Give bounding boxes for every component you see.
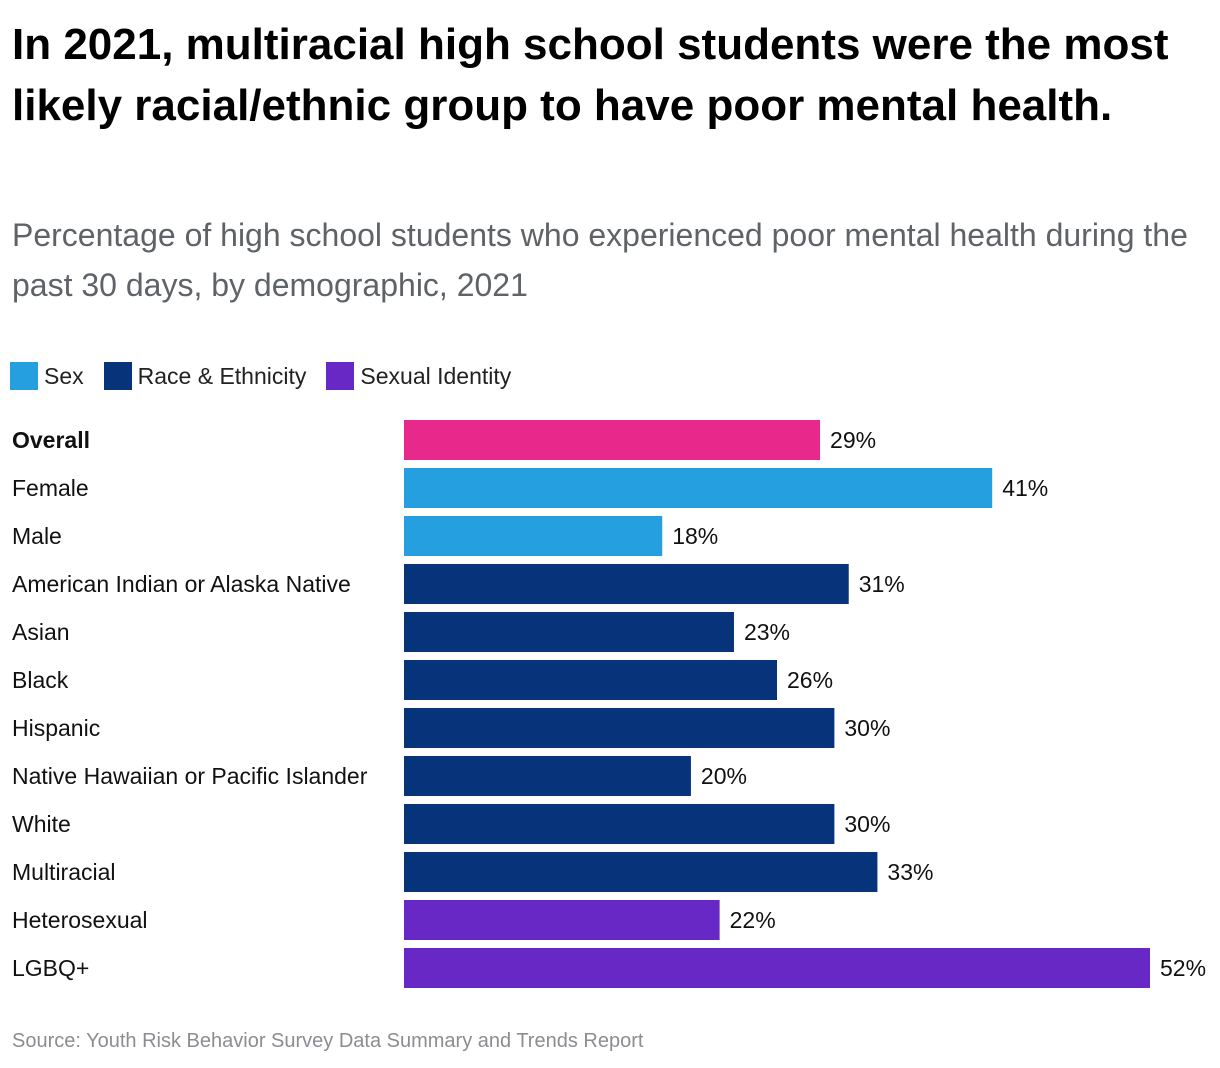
category-label-asian: Asian <box>12 619 70 645</box>
legend-swatch-sexual-identity <box>326 362 355 390</box>
legend-label-sexual-identity: Sexual Identity <box>360 362 512 389</box>
category-label-heterosexual: Heterosexual <box>12 907 148 933</box>
value-label-white: 30% <box>844 811 890 837</box>
value-label-female: 41% <box>1002 475 1048 501</box>
legend-swatch-sex <box>10 362 38 390</box>
legend-label-race-ethnicity: Race & Ethnicity <box>137 362 307 389</box>
bar-heterosexual <box>404 900 720 940</box>
bar-hispanic <box>404 708 835 748</box>
value-label-american-indian-or-alaska-native: 31% <box>859 571 905 597</box>
category-label-native-hawaiian-or-pacific-islander: Native Hawaiian or Pacific Islander <box>12 763 368 789</box>
legend-item-sex: Sex <box>10 362 84 390</box>
bar-overall <box>404 420 821 460</box>
category-label-white: White <box>12 811 71 837</box>
value-label-hispanic: 30% <box>844 715 890 741</box>
legend-label-sex: Sex <box>44 362 84 389</box>
value-label-multiracial: 33% <box>887 859 933 885</box>
legend-item-race-ethnicity: Race & Ethnicity <box>103 362 307 390</box>
value-label-native-hawaiian-or-pacific-islander: 20% <box>701 763 747 789</box>
chart-subtitle: Percentage of high school students who e… <box>12 217 1188 303</box>
category-label-hispanic: Hispanic <box>12 715 100 741</box>
bar-american-indian-or-alaska-native <box>404 564 849 604</box>
category-label-female: Female <box>12 475 89 501</box>
value-label-lgbq: 52% <box>1160 955 1206 981</box>
value-label-heterosexual: 22% <box>730 907 776 933</box>
bar-chart: Overall 29% Female 41% Male 18% American India… <box>12 420 1206 988</box>
bar-native-hawaiian-or-pacific-islander <box>404 756 691 796</box>
bar-white <box>404 804 835 844</box>
value-label-overall: 29% <box>830 427 876 453</box>
category-label-overall: Overall <box>12 427 90 453</box>
bar-lgbq <box>404 948 1150 988</box>
bar-black <box>404 660 777 700</box>
category-label-black: Black <box>12 667 69 693</box>
legend-item-sexual-identity: Sexual Identity <box>326 362 511 390</box>
source-note: Source: Youth Risk Behavior Survey Data … <box>12 1030 644 1052</box>
legend: Sex Race & Ethnicity Sexual Identity <box>10 362 531 390</box>
bar-female <box>404 468 993 508</box>
category-label-male: Male <box>12 523 62 549</box>
legend-swatch-race-ethnicity <box>103 362 132 390</box>
category-label-multiracial: Multiracial <box>12 859 116 885</box>
value-label-male: 18% <box>672 523 718 549</box>
category-label-american-indian-or-alaska-native: American Indian or Alaska Native <box>12 571 351 597</box>
category-label-lgbq: LGBQ+ <box>12 955 89 981</box>
bar-asian <box>404 612 734 652</box>
bar-male <box>404 516 663 556</box>
bar-multiracial <box>404 852 878 892</box>
chart-title: In 2021, multiracial high school student… <box>12 20 1169 130</box>
value-label-black: 26% <box>787 667 833 693</box>
value-label-asian: 23% <box>744 619 790 645</box>
